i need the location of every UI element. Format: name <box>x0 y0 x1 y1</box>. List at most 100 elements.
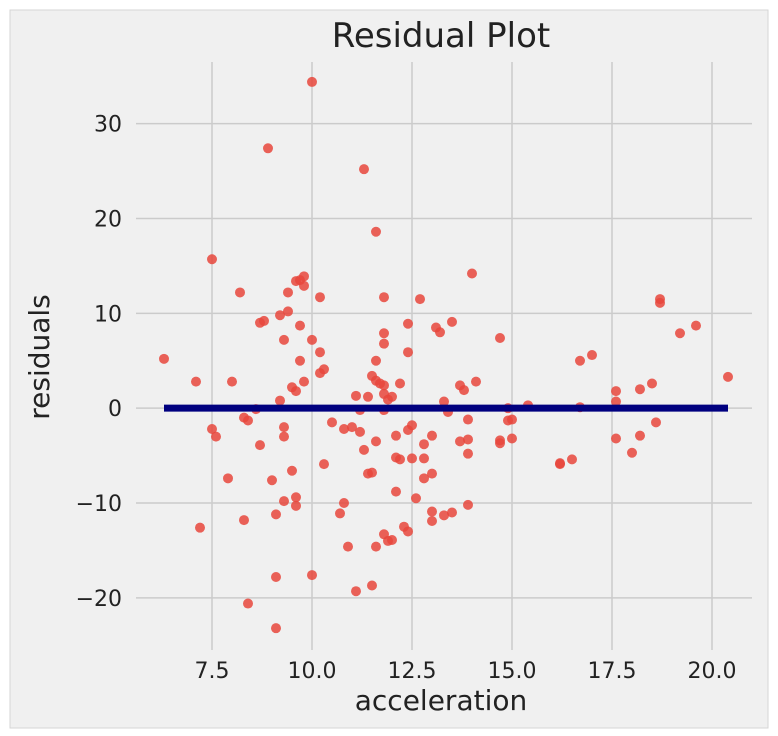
scatter-point <box>283 306 293 317</box>
scatter-point <box>227 376 237 387</box>
scatter-point <box>235 287 245 298</box>
scatter-point <box>295 320 305 331</box>
scatter-point <box>627 447 637 458</box>
scatter-point <box>359 444 369 455</box>
scatter-point <box>691 320 701 331</box>
scatter-point <box>403 318 413 329</box>
y-tick-label: 20 <box>94 207 122 232</box>
scatter-point <box>195 522 205 533</box>
scatter-point <box>279 496 289 507</box>
x-tick-label: 7.5 <box>195 659 230 684</box>
scatter-point <box>379 292 389 303</box>
scatter-point <box>299 271 309 282</box>
scatter-point <box>507 414 517 425</box>
scatter-point <box>307 570 317 581</box>
scatter-point <box>395 454 405 465</box>
scatter-points <box>159 76 733 634</box>
y-tick-label: −20 <box>76 587 122 612</box>
x-tick-label: 17.5 <box>588 659 637 684</box>
scatter-point <box>391 486 401 497</box>
scatter-point <box>447 316 457 327</box>
scatter-point <box>267 475 277 486</box>
scatter-point <box>275 310 285 321</box>
scatter-point <box>651 417 661 428</box>
scatter-point <box>439 510 449 521</box>
scatter-point <box>455 436 465 447</box>
scatter-point <box>367 467 377 478</box>
scatter-point <box>419 473 429 484</box>
scatter-point <box>243 598 253 609</box>
scatter-point <box>339 424 349 435</box>
scatter-point <box>587 350 597 361</box>
x-axis-label: acceleration <box>355 684 527 717</box>
scatter-point <box>463 414 473 425</box>
scatter-point <box>299 280 309 291</box>
scatter-point <box>211 431 221 442</box>
scatter-point <box>419 439 429 450</box>
scatter-point <box>435 327 445 338</box>
scatter-point <box>567 454 577 465</box>
scatter-point <box>407 420 417 431</box>
scatter-point <box>263 143 273 154</box>
scatter-point <box>439 396 449 407</box>
scatter-point <box>459 385 469 396</box>
scatter-point <box>315 347 325 358</box>
scatter-point <box>307 334 317 345</box>
chart-title: Residual Plot <box>332 16 550 56</box>
scatter-point <box>403 526 413 537</box>
scatter-point <box>291 492 301 503</box>
scatter-point <box>339 498 349 508</box>
x-tick-label: 20.0 <box>688 659 737 684</box>
scatter-point <box>159 353 169 364</box>
scatter-point <box>243 415 253 426</box>
scatter-point <box>299 376 309 387</box>
scatter-point <box>291 500 301 511</box>
scatter-point <box>343 541 353 552</box>
scatter-point <box>655 297 665 308</box>
scatter-point <box>271 623 281 634</box>
scatter-point <box>279 334 289 345</box>
scatter-point <box>207 254 217 265</box>
scatter-point <box>463 434 473 445</box>
scatter-point <box>271 571 281 582</box>
scatter-point <box>207 424 217 435</box>
x-tick-label: 12.5 <box>388 659 437 684</box>
scatter-point <box>415 294 425 305</box>
scatter-point <box>239 515 249 526</box>
scatter-point <box>427 506 437 517</box>
scatter-point <box>403 347 413 358</box>
scatter-point <box>447 507 457 518</box>
y-tick-labels: −20 −10 0 10 20 30 <box>76 113 122 612</box>
scatter-point <box>379 338 389 349</box>
scatter-point <box>371 355 381 366</box>
scatter-point <box>367 580 377 591</box>
scatter-point <box>379 328 389 339</box>
scatter-point <box>255 440 265 451</box>
scatter-point <box>335 508 345 519</box>
scatter-point <box>419 453 429 464</box>
scatter-point <box>371 541 381 552</box>
scatter-point <box>611 396 621 407</box>
scatter-point <box>555 458 565 469</box>
scatter-point <box>467 268 477 279</box>
scatter-point <box>427 430 437 441</box>
scatter-point <box>427 468 437 479</box>
scatter-point <box>371 226 381 237</box>
scatter-point <box>411 493 421 504</box>
scatter-point <box>647 378 657 389</box>
scatter-point <box>407 453 417 464</box>
y-tick-label: 30 <box>94 113 122 138</box>
scatter-point <box>463 499 473 510</box>
scatter-point <box>379 380 389 391</box>
scatter-point <box>575 355 585 366</box>
scatter-point <box>635 384 645 395</box>
scatter-point <box>287 465 297 476</box>
y-tick-label: 0 <box>108 397 122 422</box>
scatter-point <box>507 433 517 444</box>
scatter-point <box>271 509 281 520</box>
scatter-point <box>463 448 473 459</box>
scatter-point <box>319 459 329 470</box>
scatter-point <box>283 287 293 298</box>
y-axis-label: residuals <box>23 294 56 420</box>
